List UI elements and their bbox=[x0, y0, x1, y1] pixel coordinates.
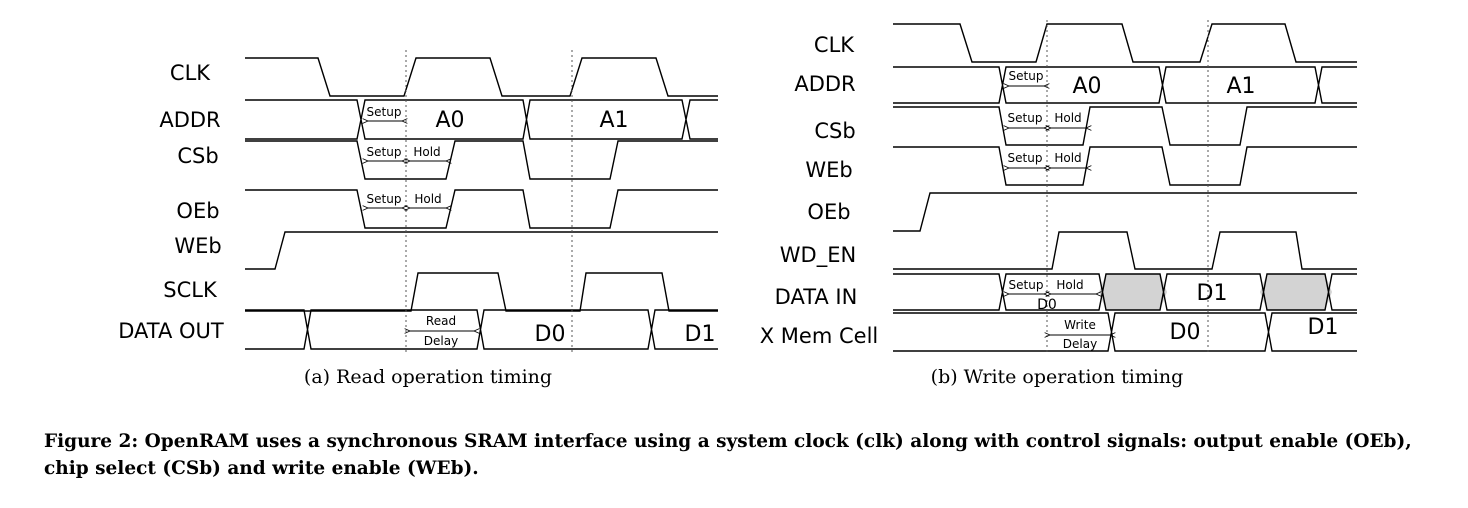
write-signal-mem-cell-label: X Mem Cell bbox=[760, 324, 878, 348]
write-signal-wd-en-label: WD_EN bbox=[780, 243, 856, 268]
read-clk-waveform bbox=[245, 57, 718, 97]
write-data-in-value-d0: D0 bbox=[1037, 297, 1057, 313]
read-delay-label-line2: Delay bbox=[424, 334, 458, 348]
write-data-in-value-d1: D1 bbox=[1197, 281, 1228, 306]
read-subcaption: (a) Read operation timing bbox=[304, 366, 552, 388]
read-signal-web-label: WEb bbox=[174, 234, 221, 258]
read-csb-waveform bbox=[245, 140, 718, 180]
write-timing-diagram: CLK ADDR CSb WEb OEb WD_EN DATA IN X Mem… bbox=[760, 20, 1357, 388]
write-wd-en-waveform bbox=[893, 231, 1357, 270]
read-csb-hold-label: Hold bbox=[413, 145, 440, 159]
write-data-in-hold-label: Hold bbox=[1056, 278, 1083, 292]
write-addr-setup-label: Setup bbox=[1009, 69, 1044, 83]
write-clk-waveform bbox=[893, 23, 1357, 63]
write-signal-oeb-label: OEb bbox=[807, 200, 850, 224]
read-oeb-setup-label: Setup bbox=[367, 192, 402, 206]
read-signal-oeb-label: OEb bbox=[176, 199, 219, 223]
read-data-out-value-d1: D1 bbox=[685, 322, 716, 347]
write-delay-label-line1: Write bbox=[1064, 318, 1096, 332]
write-mem-cell-value-d1: D1 bbox=[1308, 315, 1339, 340]
read-oeb-hold-label: Hold bbox=[414, 192, 441, 206]
read-signal-csb-label: CSb bbox=[177, 144, 218, 168]
write-csb-waveform bbox=[893, 106, 1357, 146]
write-signal-addr-label: ADDR bbox=[794, 72, 855, 96]
read-signal-sclk-label: SCLK bbox=[163, 278, 218, 302]
read-addr-setup-label: Setup bbox=[367, 105, 402, 119]
figure-caption: Figure 2: OpenRAM uses a synchronous SRA… bbox=[44, 431, 1412, 479]
read-data-out-waveform bbox=[245, 309, 718, 350]
write-signal-clk-label: CLK bbox=[814, 33, 855, 57]
write-addr-value-a1: A1 bbox=[1226, 74, 1255, 99]
read-addr-waveform bbox=[245, 99, 718, 140]
write-signal-csb-label: CSb bbox=[814, 119, 855, 143]
read-data-out-value-d0: D0 bbox=[535, 322, 566, 347]
write-mem-cell-value-d0: D0 bbox=[1170, 320, 1201, 345]
read-signal-addr-label: ADDR bbox=[159, 108, 220, 132]
read-web-waveform bbox=[245, 231, 718, 270]
write-csb-hold-label: Hold bbox=[1054, 111, 1081, 125]
write-oeb-waveform bbox=[893, 192, 1357, 232]
write-addr-waveform bbox=[893, 66, 1357, 104]
read-addr-value-a0: A0 bbox=[435, 108, 464, 133]
write-subcaption: (b) Write operation timing bbox=[931, 366, 1184, 388]
write-data-in-setup-label: Setup bbox=[1009, 278, 1044, 292]
write-data-in-dontcare-2 bbox=[1260, 274, 1332, 310]
write-data-in-waveform bbox=[893, 273, 1357, 311]
write-signal-data-in-label: DATA IN bbox=[775, 285, 858, 309]
read-sclk-waveform bbox=[245, 272, 718, 312]
write-web-hold-label: Hold bbox=[1054, 151, 1081, 165]
read-addr-value-a1: A1 bbox=[599, 108, 628, 133]
timing-figure: CLK ADDR CSb OEb WEb SCLK DATA OUT A0 A1… bbox=[118, 20, 1357, 388]
write-data-in-dontcare-1 bbox=[1099, 274, 1167, 310]
read-csb-setup-label: Setup bbox=[367, 145, 402, 159]
read-oeb-waveform bbox=[245, 189, 718, 229]
write-web-waveform bbox=[893, 146, 1357, 186]
read-timing-diagram: CLK ADDR CSb OEb WEb SCLK DATA OUT A0 A1… bbox=[118, 50, 718, 388]
read-signal-clk-label: CLK bbox=[170, 61, 211, 85]
write-mem-cell-waveform bbox=[893, 312, 1357, 352]
write-signal-web-label: WEb bbox=[805, 158, 852, 182]
write-delay-label-line2: Delay bbox=[1063, 337, 1097, 351]
write-web-setup-label: Setup bbox=[1008, 151, 1043, 165]
read-delay-label-line1: Read bbox=[426, 314, 456, 328]
read-signal-data-out-label: DATA OUT bbox=[118, 319, 224, 343]
write-csb-setup-label: Setup bbox=[1008, 111, 1043, 125]
write-addr-value-a0: A0 bbox=[1072, 74, 1101, 99]
